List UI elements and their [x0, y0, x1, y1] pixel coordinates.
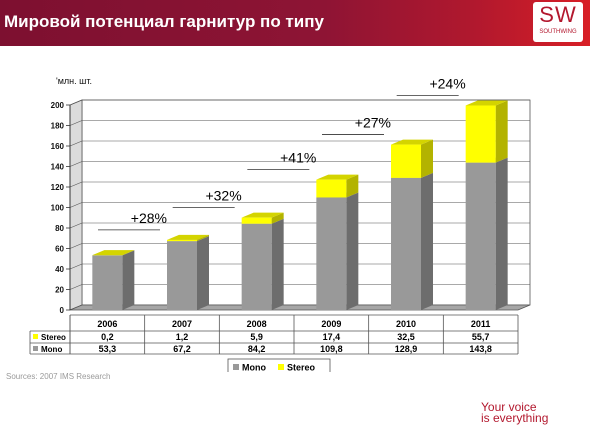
x-tick-label: 2009 — [321, 319, 341, 329]
y-tick-label: 60 — [55, 245, 64, 254]
growth-label: +32% — [205, 188, 241, 204]
x-tick-label: 2007 — [172, 319, 192, 329]
gridline-diag — [69, 181, 83, 188]
growth-label: +41% — [280, 150, 316, 166]
bar-mono — [241, 223, 272, 310]
logo-subtext: SOUTHWING — [539, 29, 577, 35]
gridline-diag — [69, 284, 83, 290]
chart-legend: Mono Stereo — [227, 358, 331, 373]
legend-swatch-mono — [233, 364, 239, 370]
mono-swatch — [33, 346, 38, 351]
bar-stereo-top — [316, 174, 359, 180]
gridline-diag — [69, 222, 83, 229]
gridline-diag — [69, 161, 83, 167]
y-tick-label: 120 — [51, 183, 65, 192]
y-tick-label: 80 — [55, 224, 64, 233]
chart-bars — [92, 100, 508, 310]
y-tick-label: 140 — [51, 163, 65, 172]
legend-mono: Mono — [242, 363, 266, 373]
data-label-mono: 67,2 — [173, 344, 191, 354]
y-tick-label: 0 — [60, 306, 65, 315]
bar-mono-side — [346, 192, 359, 310]
bar-stereo-side — [271, 212, 284, 224]
bar-stereo-side — [122, 250, 135, 256]
growth-label: +27% — [355, 115, 391, 131]
y-tick-label: 200 — [51, 101, 65, 110]
logo-text: SW — [539, 2, 577, 27]
legend-stereo: Stereo — [287, 363, 316, 373]
tagline-line-2: is everything — [481, 411, 549, 425]
bar-stereo-top — [167, 234, 209, 240]
bar-stereo — [316, 179, 347, 198]
data-label-stereo: 5,9 — [250, 332, 263, 342]
x-tick-label: 2010 — [396, 319, 416, 329]
bar-mono-side — [122, 250, 135, 310]
bar-mono — [465, 162, 496, 310]
table-series-stereo: Stereo — [41, 333, 66, 342]
y-tick-label: 180 — [51, 122, 65, 131]
legend-swatch-stereo — [278, 364, 284, 370]
x-tick-label: 2006 — [97, 319, 117, 329]
bar-mono — [391, 177, 421, 310]
data-label-stereo: 0,2 — [101, 332, 114, 342]
gridline-diag — [69, 120, 83, 126]
y-tick-label: 160 — [51, 142, 65, 151]
y-tick-label: 100 — [51, 204, 65, 213]
bar-stereo — [241, 217, 272, 224]
y-tick-label: 40 — [55, 265, 64, 274]
x-tick-label: 2011 — [471, 319, 491, 329]
gridline-diag — [69, 99, 83, 106]
source-note: Sources: 2007 IMS Research — [6, 372, 111, 381]
bar-stereo-top — [391, 139, 433, 145]
bar-mono-side — [197, 236, 209, 310]
bar-mono-side — [271, 218, 284, 310]
header-bar: Мировой потенциал гарнитур по типу SW SO… — [0, 0, 590, 46]
data-label-mono: 53,3 — [99, 344, 117, 354]
bar-stereo — [391, 144, 421, 178]
data-label-mono: 84,2 — [248, 344, 266, 354]
bar-stereo-top — [92, 250, 135, 256]
bar-mono-side — [495, 157, 508, 310]
gridline-diag — [69, 140, 83, 147]
gridline-diag — [69, 263, 83, 270]
tagline-line-1: Your voice — [481, 400, 537, 414]
bar-mono — [92, 255, 123, 310]
southwing-logo: SW SOUTHWING — [533, 2, 583, 42]
growth-label: +24% — [429, 76, 465, 92]
data-label-mono: 109,8 — [320, 344, 343, 354]
chart-grid — [69, 99, 531, 311]
growth-label: +28% — [131, 210, 167, 226]
tagline: Your voice is everything — [481, 400, 549, 425]
chart-axes: 0 20 40 60 80 100 120 140 160 180 200 'млн. шт. — [51, 76, 92, 315]
gridline-diag — [69, 243, 83, 249]
stereo-swatch — [33, 334, 38, 339]
bar-stereo — [167, 239, 197, 242]
page-title: Мировой потенциал гарнитур по типу — [4, 12, 324, 31]
bar-mono-side — [421, 172, 433, 310]
bar-stereo — [465, 105, 496, 163]
data-table: 2006 2007 2008 2009 2010 2011 Stereo Mono 0,2 1,2… — [29, 314, 519, 355]
bar-stereo-side — [495, 100, 508, 163]
bar-mono — [316, 197, 347, 310]
unit-label: 'млн. шт. — [56, 76, 92, 86]
bar-stereo-top — [241, 212, 284, 218]
growth-annotations: +28% +32% +41% +27% +24% — [98, 76, 466, 231]
bar-stereo-side — [346, 174, 359, 198]
bar-stereo-side — [421, 139, 433, 178]
x-tick-label: 2008 — [247, 319, 267, 329]
data-label-stereo: 1,2 — [176, 332, 189, 342]
data-label-stereo: 32,5 — [397, 332, 415, 342]
table-series-mono: Mono — [41, 345, 62, 354]
data-label-mono: 128,9 — [395, 344, 418, 354]
bar-stereo-side — [197, 234, 209, 242]
data-label-stereo: 17,4 — [323, 332, 341, 342]
data-label-mono: 143,8 — [469, 344, 492, 354]
bar-stereo-top — [465, 100, 508, 106]
y-tick-label: 20 — [55, 286, 64, 295]
data-label-stereo: 55,7 — [472, 332, 490, 342]
chart-floor — [69, 304, 531, 311]
headset-chart: 0 20 40 60 80 100 120 140 160 180 200 'млн. шт. +28… — [29, 76, 531, 373]
gridline-diag — [69, 202, 83, 208]
bar-mono — [167, 241, 197, 310]
